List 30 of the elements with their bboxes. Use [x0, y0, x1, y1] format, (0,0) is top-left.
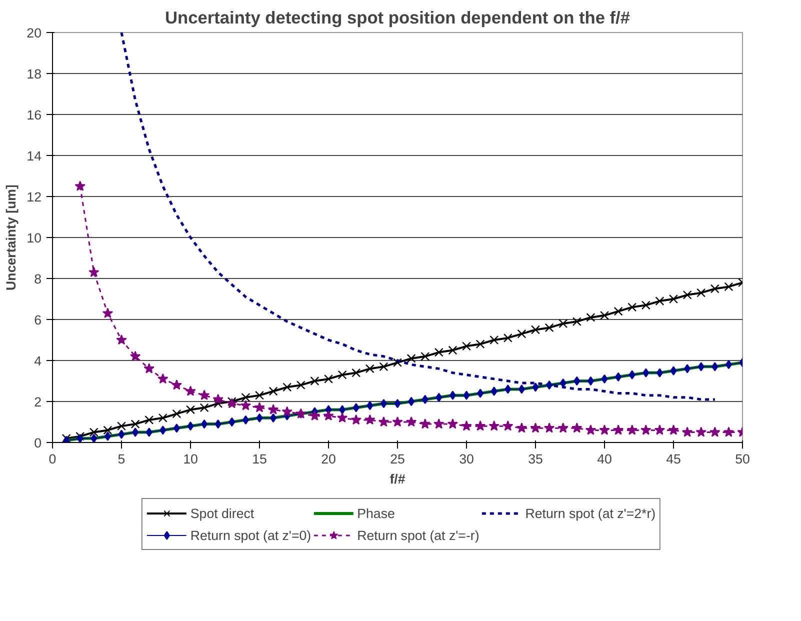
legend-label: Phase — [357, 506, 395, 520]
y-tick-label: 20 — [26, 26, 42, 40]
x-tick-label: 45 — [666, 452, 681, 466]
x-tick-label: 30 — [459, 452, 474, 466]
y-axis-title: Uncertainty [um] — [4, 184, 19, 290]
x-tick-label: 20 — [321, 452, 336, 466]
y-tick-label: 6 — [34, 312, 42, 328]
y-tick-label: 10 — [26, 230, 42, 246]
y-tick-label: 14 — [26, 148, 42, 164]
x-tick-label: 25 — [390, 452, 405, 466]
x-tick-label: 15 — [252, 452, 267, 466]
x-tick-label: 40 — [597, 452, 612, 466]
x-tick-label: 0 — [48, 452, 56, 466]
x-axis-title: f/# — [390, 472, 406, 486]
x-tick-label: 50 — [735, 452, 750, 466]
legend-label: Return spot (at z'=-r) — [357, 528, 480, 542]
chart-title: Uncertainty detecting spot position dependent on the f/# — [165, 8, 630, 28]
y-tick-label: 12 — [26, 190, 42, 204]
y-tick-label: 18 — [26, 66, 42, 82]
y-tick-label: 16 — [26, 108, 42, 122]
x-tick-label: 5 — [118, 452, 126, 466]
y-tick-label: 4 — [34, 354, 42, 368]
y-tick-label: 8 — [34, 272, 42, 286]
legend-label: Spot direct — [190, 506, 254, 520]
legend-label: Return spot (at z'=0) — [190, 528, 312, 542]
x-tick-label: 10 — [183, 452, 198, 466]
y-tick-label: 2 — [34, 394, 42, 410]
x-tick-label: 35 — [528, 452, 543, 466]
legend-label: Return spot (at z'=2*r) — [525, 506, 656, 520]
y-tick-label: 0 — [34, 436, 42, 450]
